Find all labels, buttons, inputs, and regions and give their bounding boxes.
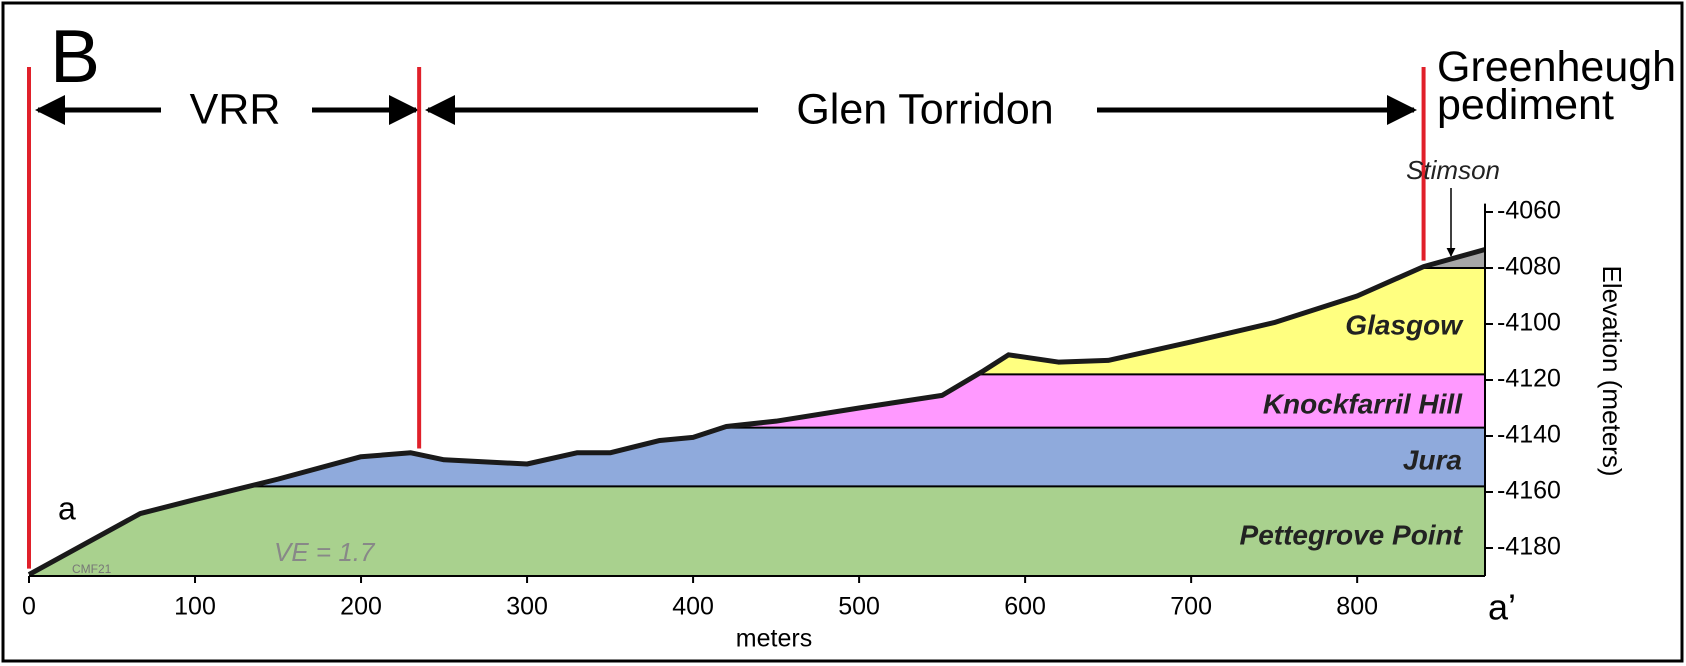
y-tick-label: -4120 [1497,365,1561,393]
y-tick-label: -4140 [1497,421,1561,449]
y-axis-label: Elevation (meters) [1597,266,1627,477]
x-tick-label: 500 [838,593,880,621]
y-tick-label: -4060 [1497,197,1561,225]
end-label: a’ [1488,587,1516,628]
page: B VRR Glen Torridon 0 100 200 300 400 500 600 7… [0,0,1686,666]
layer [29,164,1485,268]
x-tick-label: 800 [1336,593,1378,621]
section-label: Glen Torridon [796,85,1053,133]
x-tick-label: 200 [340,593,382,621]
x-axis-label: meters [736,625,812,653]
x-tick-label: 700 [1170,593,1212,621]
y-tick-label: -4160 [1497,477,1561,505]
chart: B VRR Glen Torridon 0 100 200 300 400 500 600 7… [0,0,1686,666]
panel-label: B [50,14,100,98]
layer-label: Jura [1403,444,1462,475]
y-tick-label: -4080 [1497,253,1561,281]
x-tick-label: 300 [506,593,548,621]
site-label: CMF21 [72,562,112,576]
layer-label: Knockfarril Hill [1263,388,1463,419]
y-tick-label: -4180 [1497,533,1561,561]
x-tick-label: 100 [174,593,216,621]
layer [29,268,1485,374]
layer-label: Stimson [1406,155,1500,185]
x-tick-label: 600 [1004,593,1046,621]
y-tick-label: -4100 [1497,309,1561,337]
section-label: Greenheugh pediment [1437,48,1677,124]
start-label: a [58,490,76,526]
ve-note: VE = 1.7 [274,537,376,567]
x-tick-label: 400 [672,593,714,621]
layers [29,164,1485,576]
x-tick-label: 0 [22,593,36,621]
section-label: VRR [190,85,281,133]
layer [29,428,1485,487]
layer-label: Glasgow [1345,309,1464,340]
layer-label: Pettegrove Point [1240,519,1464,550]
